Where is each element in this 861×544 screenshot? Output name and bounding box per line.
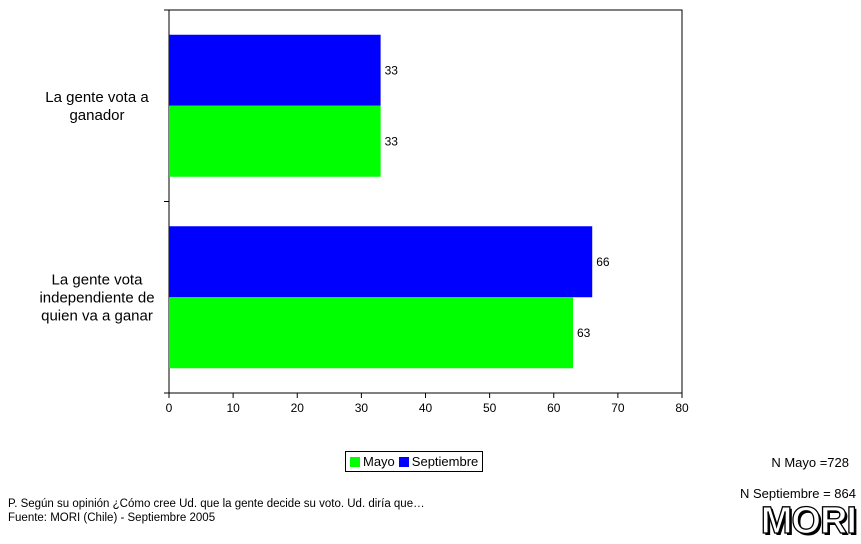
x-tick-label-0: 0 bbox=[166, 401, 173, 415]
legend-swatch-mayo bbox=[350, 456, 360, 467]
legend-label-mayo: Mayo bbox=[363, 454, 395, 469]
mori-logo: MORI bbox=[760, 499, 858, 542]
data-label-mayo-0: 33 bbox=[385, 134, 399, 148]
legend-item-septiembre: Septiembre bbox=[398, 454, 479, 469]
source-text: Fuente: MORI (Chile) - Septiembre 2005 bbox=[8, 512, 216, 524]
legend-item-mayo: Mayo bbox=[350, 454, 395, 469]
x-tick-label-70: 70 bbox=[611, 401, 625, 415]
bar-mayo-0 bbox=[169, 105, 381, 177]
x-tick-label-60: 60 bbox=[547, 401, 561, 415]
category-label-1-line-1: independiente de bbox=[39, 289, 154, 306]
legend: Mayo Septiembre bbox=[345, 451, 484, 472]
x-tick-label-40: 40 bbox=[419, 401, 433, 415]
category-label-0-line-0: La gente vota a bbox=[45, 89, 149, 106]
x-tick-label-10: 10 bbox=[226, 401, 240, 415]
data-label-septiembre-0: 33 bbox=[385, 63, 399, 77]
bar-septiembre-1 bbox=[169, 226, 593, 298]
category-label-1-line-0: La gente vota bbox=[52, 271, 144, 288]
category-label-0-line-1: ganador bbox=[69, 107, 124, 124]
x-tick-label-30: 30 bbox=[355, 401, 369, 415]
sample-size-mayo: N Mayo =728 bbox=[771, 455, 849, 470]
x-tick-label-20: 20 bbox=[291, 401, 305, 415]
legend-swatch-septiembre bbox=[398, 456, 409, 467]
category-label-1-line-2: quien va a ganar bbox=[41, 307, 153, 324]
data-label-septiembre-1: 66 bbox=[596, 255, 610, 269]
x-tick-label-50: 50 bbox=[483, 401, 497, 415]
bar-mayo-1 bbox=[169, 297, 573, 369]
data-label-mayo-1: 63 bbox=[577, 326, 591, 340]
bar-septiembre-0 bbox=[169, 34, 381, 106]
question-text: P. Según su opinión ¿Cómo cree Ud. que l… bbox=[8, 498, 425, 510]
footnote: P. Según su opinión ¿Cómo cree Ud. que l… bbox=[8, 497, 425, 525]
legend-label-septiembre: Septiembre bbox=[411, 454, 479, 469]
sample-size-septiembre: N Septiembre = 864 bbox=[740, 486, 856, 501]
x-tick-label-80: 80 bbox=[675, 401, 689, 415]
